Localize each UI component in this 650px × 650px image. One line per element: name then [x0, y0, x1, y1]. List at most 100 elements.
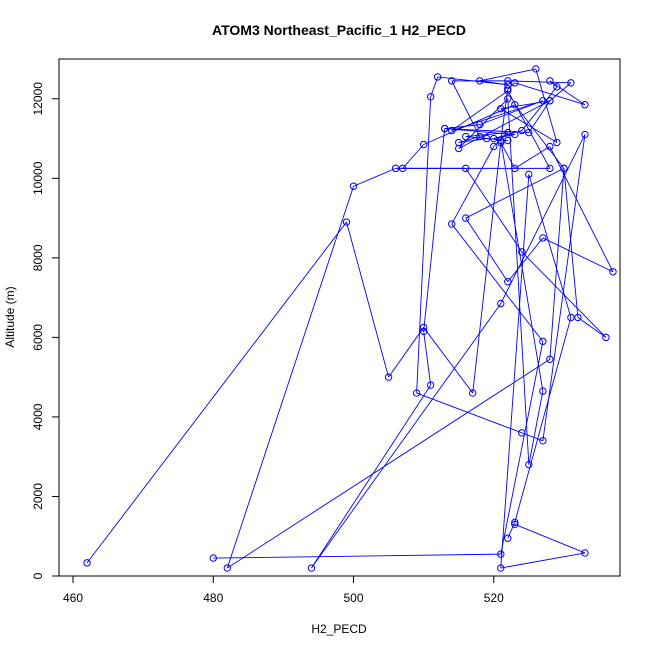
data-point	[511, 164, 519, 173]
data-point	[553, 138, 561, 147]
series-0-segment	[423, 327, 474, 394]
data-point	[504, 85, 512, 93]
series-0-segment	[549, 80, 586, 106]
series-0-segment	[479, 68, 536, 82]
y-axis: 0 2000 4000 6000 8000 10000 12000	[31, 82, 60, 579]
data-point	[497, 138, 505, 147]
series-0-segment	[563, 168, 579, 318]
data-point	[609, 268, 617, 276]
series-0-segment	[451, 223, 544, 342]
series-0-segment	[500, 100, 550, 110]
data-point	[504, 81, 512, 89]
data-point	[504, 278, 512, 286]
data-point	[209, 554, 217, 562]
data-point	[567, 313, 575, 322]
data-point	[602, 333, 610, 342]
data-point	[391, 164, 400, 173]
series-0-segment	[423, 331, 432, 386]
x-tick-label: 480	[203, 591, 223, 605]
data-point	[426, 93, 435, 101]
series-0-segment	[311, 384, 432, 569]
data-point	[539, 97, 547, 105]
data-point	[504, 95, 512, 103]
data-point	[511, 520, 519, 528]
data-point	[525, 170, 533, 179]
data-point	[539, 387, 547, 395]
series-0-segment	[458, 138, 487, 143]
data-point	[504, 136, 512, 145]
series-0-segment	[507, 237, 544, 282]
data-point	[455, 144, 463, 153]
series-0-segment	[465, 168, 523, 253]
data-point	[490, 134, 498, 143]
series-0-segment	[451, 100, 544, 132]
data-point	[476, 132, 484, 141]
y-tick-label: 2000	[31, 483, 45, 510]
data-point	[539, 437, 547, 445]
series-1-segment	[500, 174, 530, 569]
data-point	[448, 126, 456, 135]
series-0-segment	[479, 100, 544, 126]
series-0-segment	[465, 217, 509, 282]
data-point	[525, 460, 533, 469]
data-point	[546, 164, 554, 173]
data-point	[546, 355, 554, 363]
series-0-segment	[542, 237, 614, 273]
series-0-segment	[514, 146, 551, 169]
series-0-segment	[226, 186, 354, 569]
data-point	[511, 79, 519, 87]
data-point	[384, 373, 393, 381]
data-point	[419, 327, 428, 336]
data-point	[497, 105, 505, 113]
y-tick-label: 4000	[31, 403, 45, 430]
series-0-segment	[465, 167, 565, 219]
data-point	[553, 83, 561, 91]
data-point	[581, 101, 589, 109]
y-tick-label: 6000	[31, 324, 45, 351]
data-point	[525, 128, 533, 137]
series-1-segment	[514, 523, 586, 554]
series-0-segment	[465, 132, 508, 137]
data-point	[581, 130, 589, 139]
y-tick-label: 0	[31, 572, 45, 579]
series-0-segment	[213, 553, 501, 559]
data-point	[560, 164, 568, 173]
series-0-segment	[451, 90, 509, 131]
series-1-segment	[514, 317, 572, 523]
series-0-segment	[549, 146, 614, 272]
series-0-segment	[451, 80, 481, 137]
data-point	[476, 77, 484, 85]
data-point	[504, 77, 512, 85]
series-0-segment	[521, 432, 544, 442]
data-point	[462, 214, 470, 222]
series-0-segment	[542, 134, 586, 441]
data-point	[567, 79, 575, 87]
data-point	[448, 77, 456, 85]
data-point	[462, 132, 470, 141]
data-point	[539, 234, 547, 242]
x-tick-label: 500	[344, 591, 364, 605]
data-point	[448, 220, 456, 228]
x-axis: 460 480 500 520	[63, 575, 504, 605]
x-tick-label: 460	[63, 591, 83, 605]
series-0-segment	[346, 221, 390, 378]
data-point	[546, 97, 554, 105]
data-point	[581, 549, 589, 557]
x-axis-label: H2_PECD	[311, 622, 367, 636]
data-point	[398, 164, 407, 173]
data-point	[349, 182, 358, 190]
data-point	[511, 130, 519, 139]
data-point	[483, 134, 491, 143]
data-point	[412, 389, 421, 397]
data-point	[574, 313, 582, 322]
series-0-segment	[507, 98, 530, 465]
series-0-segment	[416, 96, 432, 394]
series-0-segment	[353, 167, 396, 187]
data-point	[497, 136, 505, 145]
data-point	[307, 564, 316, 572]
series-0-segment	[500, 134, 586, 304]
series-0-segment	[577, 317, 607, 338]
data-point	[223, 564, 232, 572]
data-point	[462, 164, 470, 173]
